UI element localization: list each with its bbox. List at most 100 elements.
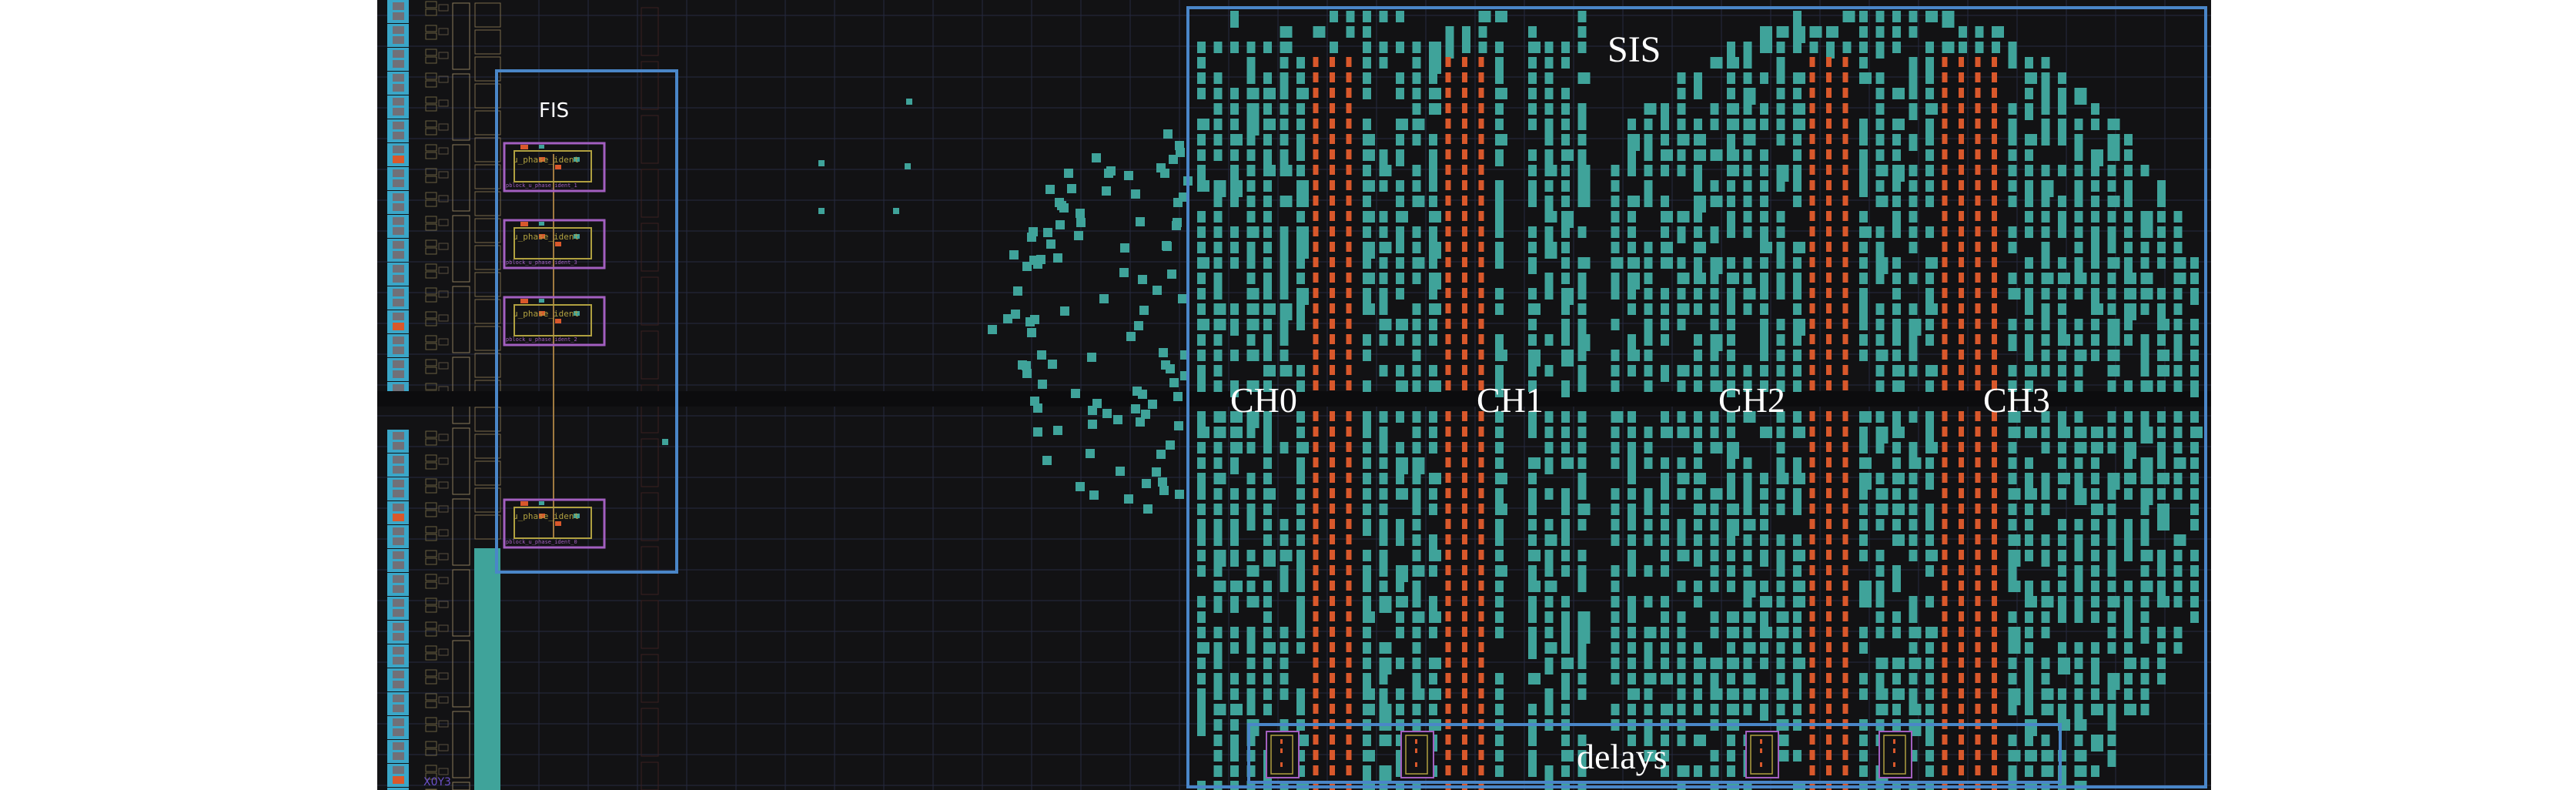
placed-cell	[2124, 134, 2133, 146]
placed-cell	[1694, 704, 1702, 715]
pblock-box	[503, 142, 606, 192]
placed-cell	[2190, 288, 2199, 305]
highlighted-cell	[1478, 735, 1484, 745]
highlighted-cell	[1462, 704, 1467, 714]
io-pad	[393, 265, 404, 273]
placed-cell	[1561, 288, 1574, 305]
placed-cell	[1412, 673, 1421, 690]
placed-cell	[1875, 704, 1889, 715]
tile-box	[641, 7, 659, 56]
placed-cell	[1330, 42, 1338, 53]
placed-cell	[1445, 42, 1454, 59]
placed-cell	[2041, 611, 2050, 623]
placed-cell	[1561, 611, 1570, 628]
placed-cell	[1263, 473, 1272, 484]
placed-cell	[1429, 473, 1441, 484]
placed-cell	[1561, 119, 1570, 130]
placed-cell	[2025, 627, 2033, 638]
placed-cell	[1379, 596, 1392, 613]
delay-pblock[interactable]	[1400, 731, 1434, 778]
placed-cell	[1644, 273, 1653, 284]
placed-cell	[2008, 42, 2017, 59]
highlighted-cell	[1959, 88, 1964, 98]
placed-cell	[1396, 581, 1404, 592]
tile-box	[425, 104, 437, 112]
placed-cell	[1859, 303, 1868, 320]
highlighted-cell	[1445, 134, 1451, 144]
placed-cell	[1561, 88, 1570, 99]
placed-cell	[1544, 211, 1557, 223]
placed-cell	[2190, 504, 2199, 515]
placed-cell	[2173, 581, 2183, 592]
io-pad	[393, 36, 404, 44]
tile-box	[425, 717, 437, 725]
highlighted-cell	[1975, 380, 1981, 390]
placed-cell	[1495, 134, 1507, 146]
highlighted-cell	[1313, 88, 1319, 98]
placed-cell	[1053, 253, 1062, 263]
placed-cell	[1892, 211, 1901, 228]
placed-cell	[1628, 211, 1636, 223]
placed-cell	[1022, 369, 1032, 378]
placed-cell	[1743, 673, 1756, 685]
placed-cell	[1263, 380, 1272, 392]
sis-region-box[interactable]	[1186, 6, 2207, 788]
highlighted-cell	[1313, 103, 1319, 113]
placed-cell	[1677, 149, 1686, 161]
delays-region-box[interactable]	[1247, 723, 2062, 784]
placed-cell	[1760, 519, 1768, 531]
placed-cell	[1776, 26, 1789, 38]
highlighted-cell	[1992, 334, 1997, 344]
placed-cell	[1875, 134, 1885, 146]
placed-cell	[1743, 380, 1752, 392]
placed-cell	[1280, 226, 1289, 243]
placed-cell	[2091, 103, 2099, 115]
placed-cell	[1909, 273, 1918, 284]
placed-cell	[1727, 550, 1735, 561]
placed-cell	[1379, 581, 1388, 592]
placed-cell	[2124, 196, 2133, 207]
highlighted-cell	[1842, 350, 1848, 360]
highlighted-cell	[1826, 88, 1832, 98]
fis-region-box[interactable]	[495, 69, 678, 574]
placed-cell	[1760, 26, 1772, 43]
highlighted-cell	[1826, 488, 1832, 498]
delay-pblock[interactable]	[1266, 731, 1300, 778]
placed-cell	[1611, 488, 1620, 500]
placed-cell	[1412, 165, 1421, 176]
placed-cell	[1743, 365, 1752, 377]
placed-cell	[2025, 288, 2033, 305]
io-pad	[393, 60, 404, 68]
placed-cell	[2140, 611, 2149, 623]
placed-cell	[1776, 581, 1785, 592]
bram-tile	[452, 640, 470, 708]
highlighted-cell	[1478, 350, 1484, 360]
placed-cell	[1396, 319, 1408, 330]
placed-cell	[2173, 565, 2183, 577]
highlighted-cell	[1346, 504, 1352, 514]
delay-pblock[interactable]	[1878, 731, 1912, 778]
placed-cell	[1743, 119, 1756, 130]
placed-cell	[2173, 427, 2183, 438]
highlighted-cell	[1959, 488, 1964, 498]
placed-cell	[1230, 596, 1239, 613]
placed-cell	[1661, 411, 1669, 423]
highlighted-cell	[1842, 257, 1848, 267]
delay-pblock[interactable]	[1745, 731, 1779, 778]
placed-cell	[1178, 294, 1187, 303]
placed-cell	[2140, 473, 2153, 484]
placed-cell	[2107, 350, 2120, 361]
io-pad	[393, 12, 404, 20]
placed-cell	[1793, 550, 1805, 561]
highlighted-cell	[1826, 134, 1832, 144]
io-pad	[393, 561, 404, 569]
placed-cell	[2190, 427, 2203, 438]
placed-cell	[2107, 411, 2116, 423]
placed-cell	[1213, 196, 1223, 207]
placed-cell	[1296, 365, 1305, 377]
